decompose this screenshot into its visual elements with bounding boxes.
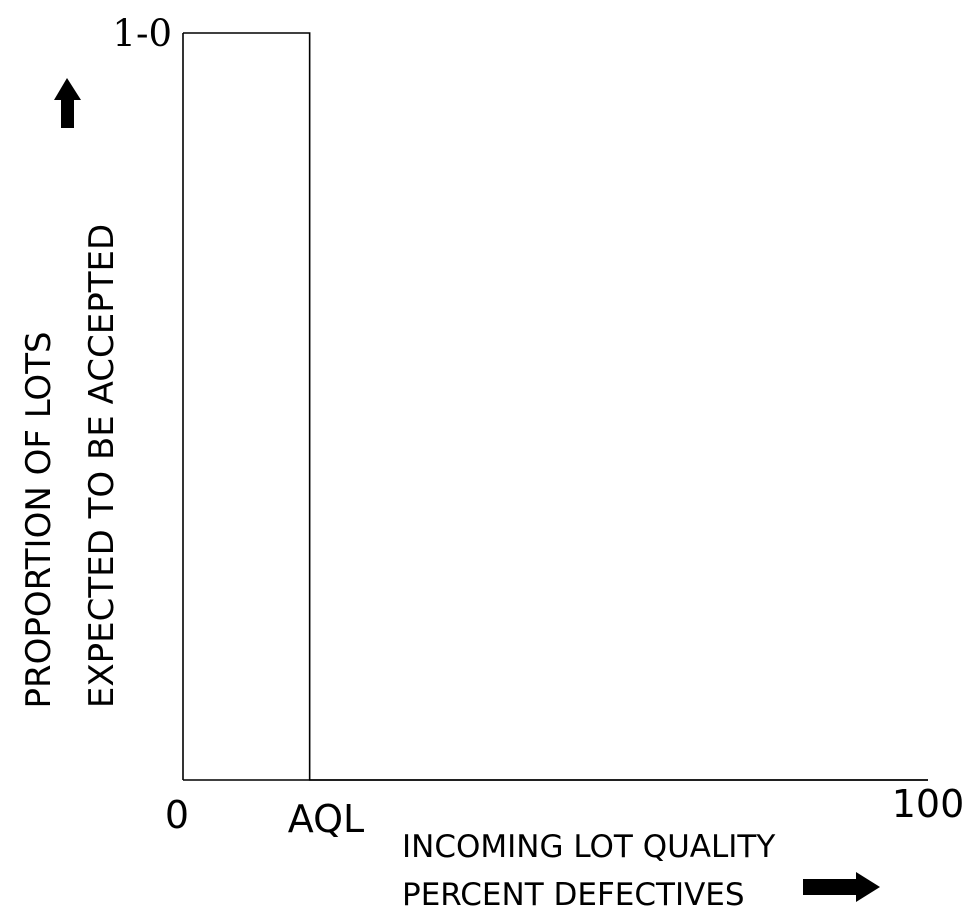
series-layer	[183, 32, 928, 781]
y-axis-label-line-1: PROPORTION OF LOTS	[19, 331, 59, 708]
y-axis-label-line-2: EXPECTED TO BE ACCEPTED	[82, 224, 122, 708]
x-axis-label-line-2: PERCENT DEFECTIVES	[402, 877, 745, 908]
y-tick-label: 1-0	[112, 12, 172, 55]
oc-curve-line	[183, 32, 928, 781]
x-tick-label: AQL	[288, 797, 364, 841]
arrow-up-icon	[54, 78, 81, 128]
axes	[182, 33, 928, 781]
x-tick-label: 0	[165, 793, 189, 837]
x-tick-label: 100	[892, 782, 965, 826]
arrow-right-icon	[803, 872, 880, 902]
x-axis-label-line-1: INCOMING LOT QUALITY	[402, 829, 775, 865]
